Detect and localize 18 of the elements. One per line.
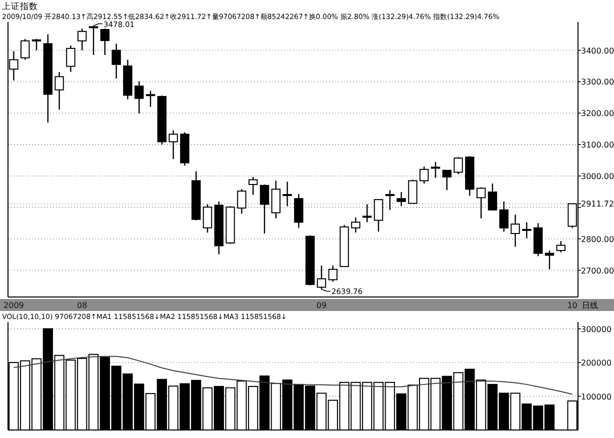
x-tick-label: 10 [567,301,578,310]
chart-title: 上证指数 [2,1,38,12]
y-tick-label: 200000 [581,358,612,368]
y-tick-label: 300000 [581,324,612,334]
y-tick-label: 3400.00 [581,46,614,56]
text: 日线 [582,301,598,310]
y-tick-label: 2800.00 [581,234,614,244]
line-series [13,356,573,395]
y-tick-label: 3000.00 [581,172,614,181]
y-tick-label: 2700.00 [581,266,614,276]
y-tick-label: 2911.72 [581,200,614,209]
y-tick-label: 3200.00 [581,109,614,118]
x-tick-label: 2009 [4,301,24,310]
y-tick-label: 3300.00 [581,78,614,87]
y-tick-label: 3100.00 [581,140,614,150]
y-tick-label: 100000 [581,392,612,402]
x-tick-label: 08 [77,301,88,310]
x-tick-label: 09 [316,301,327,310]
